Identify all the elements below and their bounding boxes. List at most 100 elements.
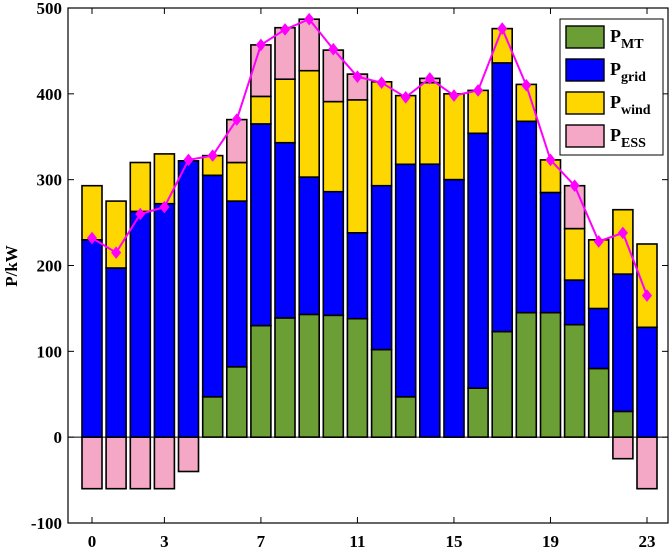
bar-ess-6 — [226, 118, 248, 164]
bar-ess-23 — [636, 436, 658, 490]
bar-grid-3 — [153, 202, 176, 438]
bar-grid-2 — [129, 210, 152, 438]
bar-mt-7 — [250, 324, 272, 439]
bar-grid-4 — [177, 160, 200, 438]
bar-grid-0 — [81, 239, 103, 438]
bar-wind-2 — [129, 161, 152, 213]
bar-grid-22 — [612, 273, 634, 413]
bar-mt-11 — [346, 317, 369, 438]
legend-label-mt: PMT — [610, 26, 644, 52]
bar-wind-8 — [274, 78, 296, 144]
bar-mt-6 — [226, 365, 248, 438]
load-marker-0 — [86, 231, 98, 245]
bar-grid-8 — [274, 142, 296, 319]
bar-wind-15 — [443, 93, 465, 181]
y-tick-label: -100 — [31, 514, 62, 533]
legend-swatch-ess — [565, 124, 605, 148]
y-axis: -100 0 100 200 300 400 500 — [31, 0, 668, 533]
bar-wind-23 — [636, 243, 658, 329]
bar-ess-20 — [563, 184, 586, 230]
bar-grid-11 — [346, 232, 369, 320]
bar-grid-16 — [467, 132, 489, 389]
bar-ess-4 — [177, 436, 200, 473]
bar-grid-15 — [443, 178, 465, 438]
y-tick-label: 300 — [37, 171, 63, 190]
load-marker-12 — [376, 76, 387, 89]
bar-mt-22 — [612, 410, 634, 438]
bar-mt-18 — [515, 311, 538, 439]
bar-wind-12 — [370, 81, 393, 187]
bar-mt-9 — [298, 313, 321, 438]
bar-grid-17 — [491, 62, 514, 333]
bar-mt-8 — [274, 317, 296, 438]
bars-layer — [68, 18, 668, 490]
load-marker-11 — [352, 70, 363, 83]
x-tick-label: 23 — [639, 532, 656, 551]
legend-label-grid: Pgrid — [610, 59, 646, 85]
x-tick-label: 3 — [160, 532, 169, 551]
x-axis: 0 3 7 11 15 19 23 — [88, 8, 656, 551]
bar-wind-0 — [81, 184, 103, 241]
bar-wind-21 — [587, 239, 610, 310]
load-marker-7 — [255, 38, 266, 52]
y-tick-label: 100 — [37, 342, 63, 361]
bar-wind-14 — [418, 81, 441, 165]
bar-mt-21 — [587, 367, 610, 438]
legend: PMT Pgrid Pwind PESS — [559, 18, 664, 156]
legend-label-wind: Pwind — [610, 92, 651, 118]
y-tick-label: 500 — [37, 0, 63, 18]
load-marker-5 — [207, 149, 218, 162]
legend-label-ess: PESS — [610, 125, 646, 151]
load-marker-4 — [183, 153, 194, 167]
load-marker-22 — [617, 226, 628, 240]
bar-grid-13 — [394, 163, 417, 398]
y-tick-label: 0 — [54, 428, 63, 447]
bar-grid-7 — [250, 123, 272, 327]
x-tick-label: 11 — [349, 532, 365, 551]
bar-wind-6 — [226, 161, 248, 202]
bar-grid-1 — [105, 267, 127, 439]
bar-grid-19 — [539, 191, 562, 314]
bar-mt-13 — [394, 395, 417, 438]
bar-wind-3 — [153, 153, 176, 205]
legend-swatch-wind — [565, 91, 605, 115]
bar-ess-1 — [105, 436, 127, 490]
bar-grid-21 — [587, 307, 610, 370]
x-tick-label: 15 — [445, 532, 462, 551]
load-marker-15 — [448, 89, 459, 102]
load-line — [91, 17, 648, 296]
load-marker-14 — [424, 72, 435, 85]
bar-grid-12 — [370, 184, 393, 351]
y-axis-label: P/kW — [2, 245, 21, 287]
bar-mt-17 — [491, 330, 514, 439]
legend-swatch-grid — [565, 58, 605, 82]
load-marker-20 — [569, 179, 580, 192]
load-marker-10 — [328, 42, 339, 56]
bar-ess-0 — [81, 436, 103, 490]
load-marker-9 — [304, 12, 315, 26]
load-marker-17 — [497, 22, 508, 35]
bar-ess-22 — [612, 436, 634, 460]
bar-grid-6 — [226, 200, 248, 368]
load-marker-16 — [473, 84, 484, 97]
x-tick-label: 19 — [542, 532, 559, 551]
load-line-layer — [86, 12, 653, 302]
bar-ess-3 — [153, 436, 176, 490]
bar-wind-11 — [346, 99, 369, 234]
load-marker-2 — [135, 207, 146, 221]
y-tick-label: 400 — [37, 85, 63, 104]
bar-mt-10 — [322, 314, 345, 438]
load-marker-3 — [159, 200, 170, 214]
bar-wind-13 — [394, 94, 417, 166]
bar-grid-5 — [201, 174, 224, 398]
y-tick-label: 200 — [37, 257, 63, 276]
load-marker-1 — [111, 246, 122, 259]
load-marker-8 — [280, 23, 291, 36]
load-marker-23 — [641, 289, 653, 302]
bar-wind-10 — [322, 100, 345, 193]
bar-wind-22 — [612, 208, 634, 275]
bar-grid-23 — [636, 326, 658, 438]
x-tick-label: 0 — [88, 532, 97, 551]
bar-grid-9 — [298, 176, 321, 316]
